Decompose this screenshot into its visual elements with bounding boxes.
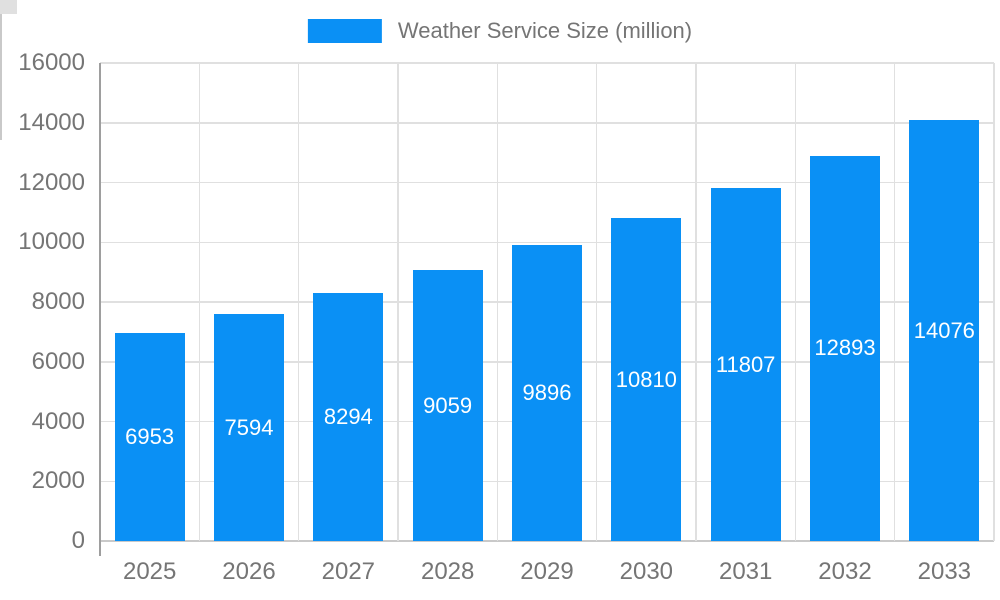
- y-tick-14000: [0, 10, 17, 12]
- y-axis-label-10000: 10000: [18, 228, 85, 256]
- y-axis-label-14000: 14000: [18, 108, 85, 136]
- x-tick-6: [0, 83, 2, 98]
- x-tick-2: [0, 27, 2, 42]
- gridline-x-1: [198, 63, 201, 541]
- bar-2025[interactable]: 6953: [114, 333, 185, 541]
- x-tick-9: [0, 125, 2, 140]
- x-tick-5: [0, 69, 2, 84]
- bar-value-label-2028: 9059: [423, 392, 473, 418]
- bar-2033[interactable]: 14076: [909, 120, 980, 541]
- gridline-y-10000: [100, 241, 994, 243]
- bar-2028[interactable]: 9059: [412, 270, 483, 541]
- x-tick-1: [0, 13, 2, 28]
- gridline-x-5: [595, 63, 598, 541]
- bar-value-label-2031: 11807: [715, 351, 776, 377]
- bar-2031[interactable]: 11807: [710, 188, 781, 541]
- legend-label: Weather Service Size (million): [397, 18, 693, 43]
- y-tick-4000: [0, 3, 17, 5]
- x-axis-label-2031: 2031: [718, 558, 773, 585]
- x-axis-label-2025: 2025: [122, 558, 177, 585]
- x-tick-8: [0, 111, 2, 126]
- gridline-y-12000: [100, 181, 994, 184]
- y-axis-label-8000: 8000: [31, 288, 85, 315]
- y-axis-line: [99, 63, 101, 556]
- gridline-y-0: [100, 540, 994, 542]
- x-tick-3: [0, 41, 2, 56]
- bar-value-label-2025: 6953: [125, 424, 175, 450]
- bar-2032[interactable]: 12893: [810, 155, 880, 541]
- bar-value-label-2027: 8294: [323, 404, 373, 430]
- bar-value-label-2032: 12893: [814, 335, 876, 361]
- bar-2027[interactable]: 8294: [313, 293, 384, 541]
- gridline-x-2: [297, 63, 300, 541]
- y-axis-label-0: 0: [71, 527, 85, 554]
- y-tick-2000: [0, 1, 17, 3]
- gridline-y-16000: [100, 62, 994, 64]
- y-axis-label-2000: 2000: [31, 467, 85, 495]
- y-tick-8000: [0, 6, 17, 8]
- y-axis-label-12000: 12000: [18, 168, 85, 196]
- bar-2026[interactable]: 7594: [214, 314, 284, 541]
- legend[interactable]: Weather Service Size (million): [307, 18, 693, 44]
- y-axis-label-16000: 16000: [18, 49, 85, 76]
- gridline-x-9: [993, 63, 995, 541]
- bar-2029[interactable]: 9896: [512, 245, 582, 541]
- x-tick-7: [0, 97, 2, 112]
- x-axis-label-2033: 2033: [917, 558, 972, 585]
- legend-swatch: [307, 19, 382, 43]
- bar-value-label-2033: 14076: [913, 317, 975, 343]
- bar-value-label-2029: 9896: [522, 380, 572, 406]
- y-tick-0: [0, 0, 17, 2]
- x-tick-4: [0, 55, 2, 70]
- y-tick-16000: [0, 12, 17, 14]
- y-tick-6000: [0, 4, 17, 6]
- bar-value-label-2026: 7594: [224, 414, 274, 440]
- bar-value-label-2030: 10810: [615, 366, 677, 392]
- x-axis-label-2029: 2029: [520, 558, 574, 585]
- gridline-x-4: [496, 63, 499, 541]
- gridline-x-3: [397, 63, 399, 541]
- x-axis-label-2030: 2030: [619, 558, 674, 585]
- gridline-x-8: [893, 63, 896, 541]
- x-axis-label-2027: 2027: [321, 558, 376, 585]
- x-axis-label-2028: 2028: [420, 558, 475, 585]
- x-axis-label-2026: 2026: [222, 558, 276, 585]
- y-axis-label-4000: 4000: [31, 407, 85, 435]
- y-tick-10000: [0, 7, 17, 9]
- y-tick-12000: [0, 9, 17, 11]
- y-axis-label-6000: 6000: [31, 347, 85, 375]
- x-axis-label-2032: 2032: [818, 558, 872, 585]
- bar-2030[interactable]: 10810: [611, 218, 682, 541]
- gridline-x-7: [794, 63, 797, 541]
- gridline-y-14000: [100, 122, 994, 124]
- gridline-x-6: [695, 63, 697, 541]
